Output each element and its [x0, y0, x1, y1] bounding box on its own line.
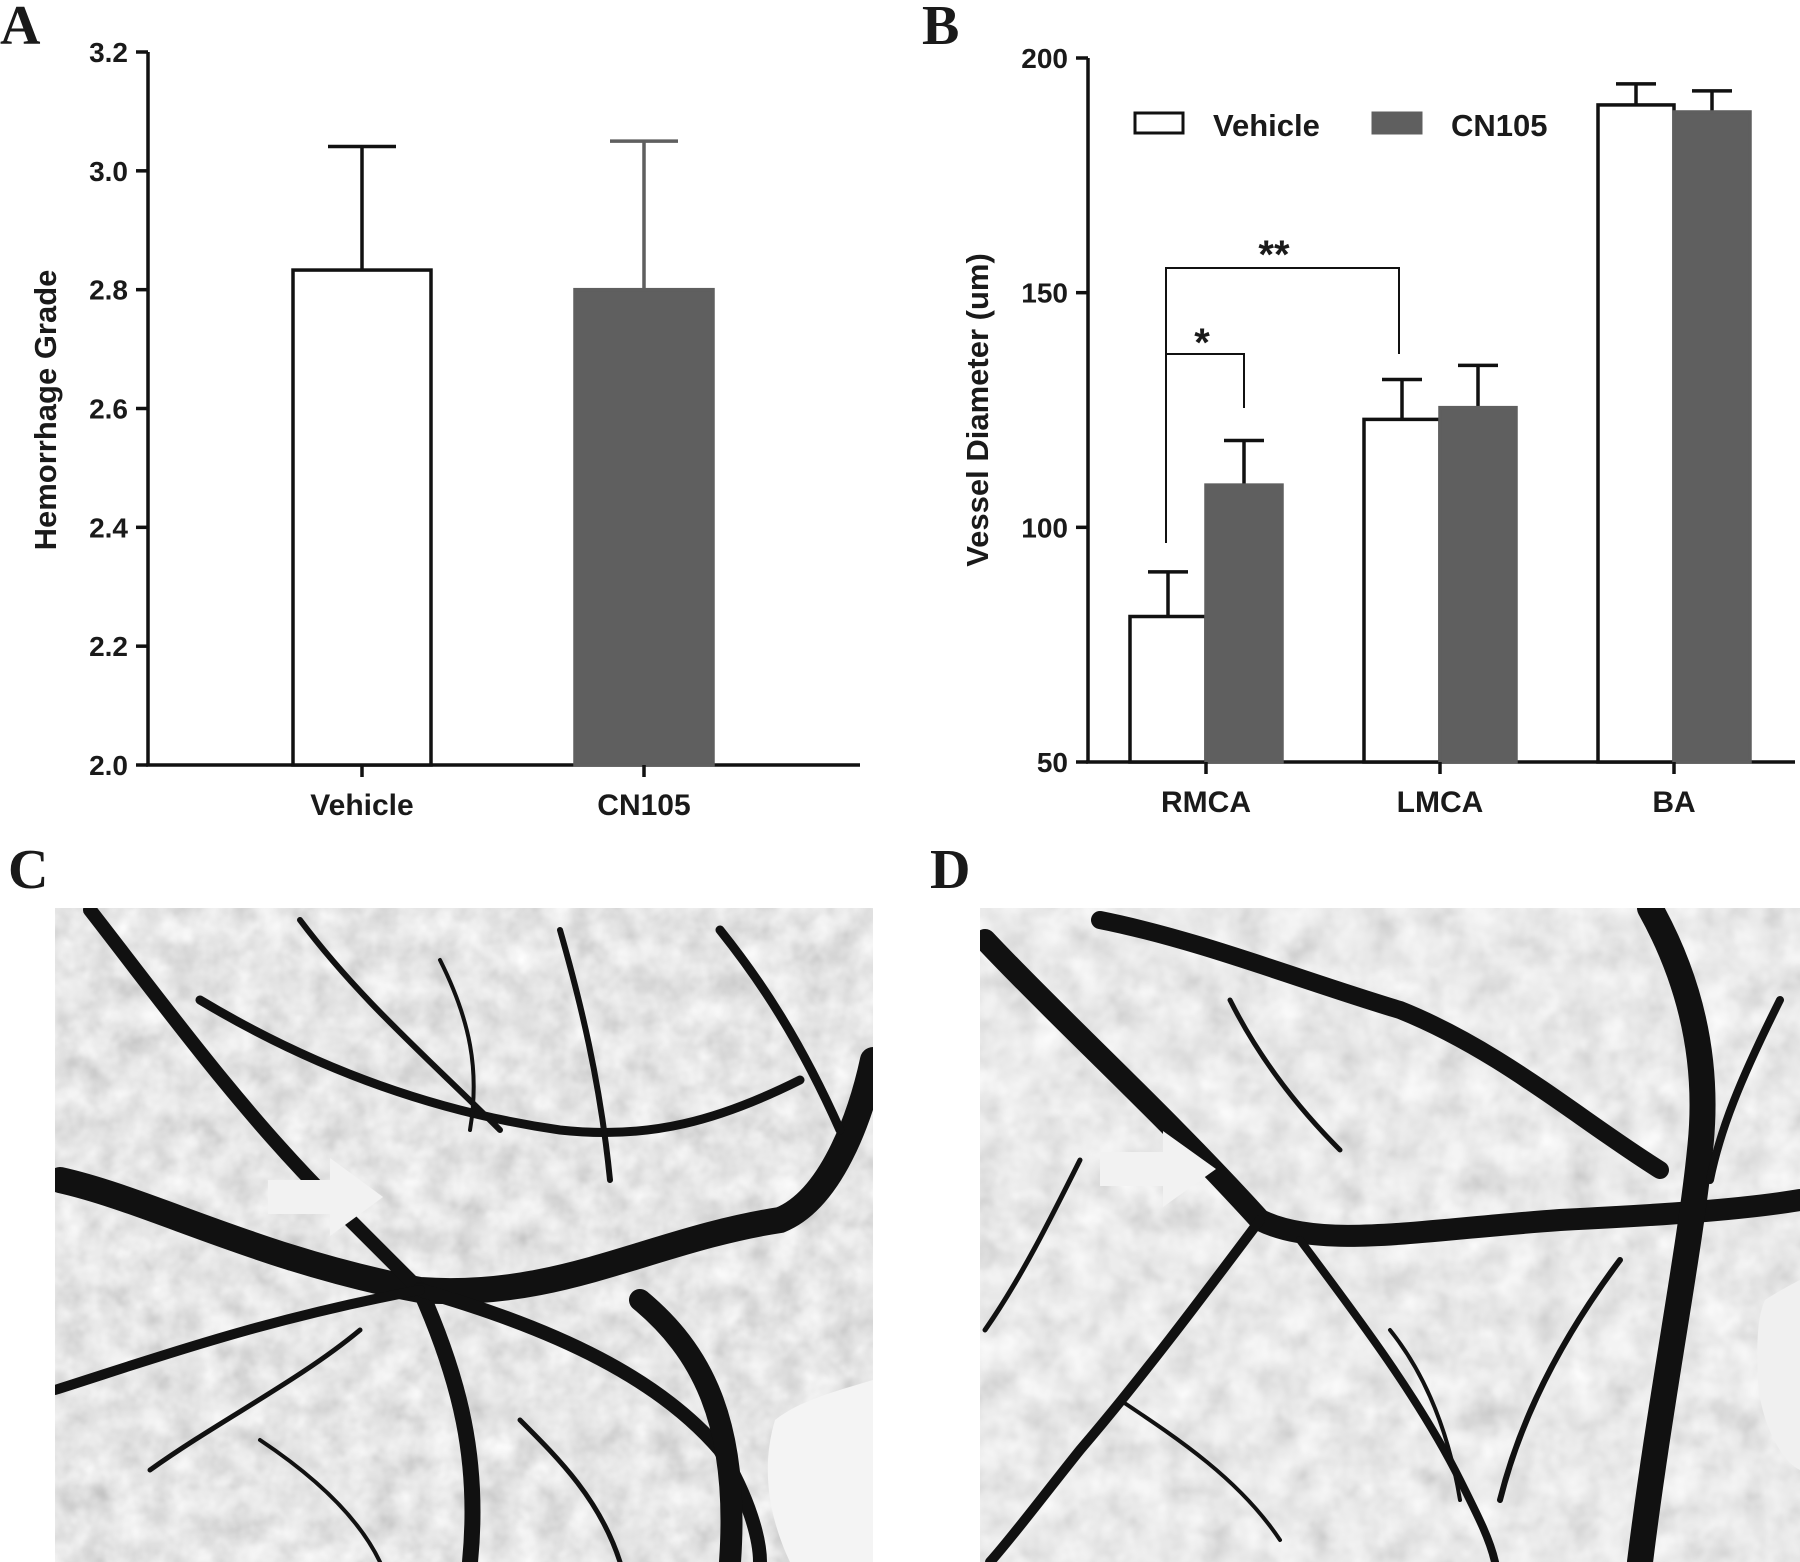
y-tick-label-b: 150 — [1021, 278, 1068, 309]
significance-brackets: * ** — [1165, 233, 1400, 543]
y-tick-label-a: 2.0 — [89, 750, 128, 781]
y-tick-label-b: 200 — [1021, 43, 1068, 74]
x-tick-label-b: BA — [1652, 786, 1695, 819]
chart-b: Vessel Diameter (um) Vehicle CN105 * ** … — [960, 43, 1795, 819]
x-tick-label-a: Vehicle — [310, 789, 413, 822]
y-axis-title-a: Hemorrhage Grade — [28, 270, 63, 551]
sig-label-double: ** — [1258, 233, 1290, 277]
bar-cn105 — [573, 287, 715, 767]
legend-swatch-cn105 — [1371, 111, 1423, 135]
y-tick-label-a: 2.4 — [89, 512, 128, 543]
y-axis-title-b: Vessel Diameter (um) — [960, 253, 995, 567]
chart-a: Hemorrhage Grade 2.0 2.2 2.4 2.6 2.8 3.0 3.2 Ve… — [28, 37, 860, 822]
legend-swatch-vehicle — [1133, 111, 1185, 135]
bar-lmca-vehicle — [1362, 417, 1442, 764]
legend-label-vehicle: Vehicle — [1213, 108, 1320, 143]
bright-region-c — [767, 1380, 873, 1562]
y-tick-label-a: 3.0 — [89, 156, 128, 187]
panel-label-c: C — [8, 839, 48, 901]
vessels-d — [980, 908, 1800, 1562]
image-panel-c — [55, 908, 873, 1562]
bracket-single — [1165, 353, 1245, 543]
legend: Vehicle CN105 — [1133, 108, 1548, 143]
y-tick-label-b: 100 — [1021, 512, 1068, 543]
bar-ba-vehicle — [1596, 103, 1676, 764]
y-tick-label-b: 50 — [1037, 747, 1068, 778]
y-tick-label-a: 2.6 — [89, 394, 128, 425]
bright-region-d — [1757, 1280, 1800, 1470]
bar-ba-cn105 — [1672, 110, 1752, 764]
bar-rmca-cn105 — [1204, 483, 1284, 764]
panel-label-d: D — [930, 839, 970, 901]
bracket-double — [1165, 267, 1400, 354]
bar-lmca-cn105 — [1438, 405, 1518, 764]
panel-label-b: B — [922, 0, 959, 57]
legend-label-cn105: CN105 — [1451, 108, 1548, 143]
x-tick-label-a: CN105 — [597, 789, 690, 822]
x-tick-label-b: LMCA — [1397, 786, 1484, 819]
x-tick-label-b: RMCA — [1161, 786, 1251, 819]
vessels-c — [55, 908, 873, 1562]
y-tick-label-a: 3.2 — [89, 37, 128, 68]
arrow-right-icon — [268, 1158, 383, 1236]
y-tick-label-a: 2.8 — [89, 275, 128, 306]
bar-vehicle — [291, 268, 433, 767]
bar-rmca-vehicle — [1128, 614, 1208, 764]
y-tick-label-a: 2.2 — [89, 631, 128, 662]
image-panel-d — [980, 908, 1800, 1562]
sig-label-single: * — [1194, 321, 1210, 365]
panel-label-a: A — [0, 0, 41, 57]
arrow-right-icon — [1100, 1131, 1216, 1207]
